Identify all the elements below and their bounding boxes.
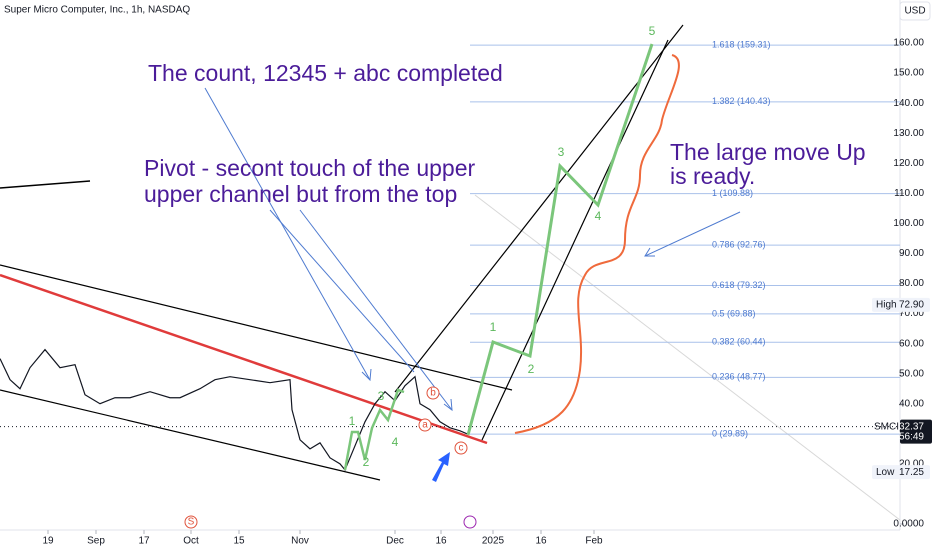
wave-label: 1 — [490, 320, 497, 334]
arrow-head — [361, 368, 372, 382]
annotation: The large move Up — [670, 139, 866, 165]
x-tick-label: Feb — [585, 536, 603, 547]
x-tick-label: Oct — [183, 536, 199, 547]
x-tick-label: 15 — [233, 536, 245, 547]
projection-curve — [514, 54, 680, 434]
red-trend-line — [0, 273, 488, 445]
wave-label: b — [430, 388, 436, 399]
x-tick-label: Sep — [87, 536, 105, 547]
currency[interactable]: USD — [904, 6, 925, 17]
y-tick-label: 80.00 — [899, 278, 924, 289]
high-marker-box — [872, 297, 930, 312]
fib-label: 0.618 (79.32) — [712, 280, 766, 290]
price-line — [0, 348, 468, 472]
fib-label: 0 (29.89) — [712, 429, 748, 439]
event-icon[interactable] — [463, 515, 477, 529]
y-tick-label: 140.00 — [893, 98, 924, 109]
wedge-upper — [394, 24, 684, 393]
wave-label: c — [459, 443, 464, 454]
low-marker-text: 17.25 — [899, 467, 924, 478]
wave-path — [343, 388, 405, 471]
arrow — [204, 87, 371, 381]
y-tick-label: 160.00 — [893, 38, 924, 49]
y-tick-label: 100.00 — [893, 218, 924, 229]
wave-circle — [426, 386, 440, 400]
y-tick-label: 130.00 — [893, 128, 924, 139]
arrow — [644, 211, 741, 257]
currency-box[interactable] — [899, 1, 931, 21]
wedge-lower — [481, 39, 669, 441]
wave-label: 2 — [363, 455, 370, 469]
y-tick-label: 110.00 — [894, 188, 924, 199]
wave-circle — [418, 418, 432, 432]
arrows — [204, 87, 741, 412]
y-tick-label: 120.00 — [893, 158, 924, 169]
x-tick-label: 2025 — [482, 536, 505, 547]
highlight-arrow — [432, 452, 450, 482]
y-tick-label: 90.00 — [899, 248, 924, 259]
x-tick-label: 16 — [435, 536, 447, 547]
wave-label: 3 — [558, 145, 565, 159]
wave-label: 4 — [392, 435, 399, 449]
fib-label: 0.786 (92.76) — [712, 240, 766, 250]
arrow-head — [443, 398, 453, 412]
annotation: The count, 12345 + abc completed — [148, 60, 503, 86]
arrow — [269, 209, 415, 373]
fib-label: 1 (109.88) — [712, 188, 753, 198]
y-tick-label: 50.00 — [899, 368, 924, 379]
wave-circle — [454, 441, 468, 455]
y-tick-label: 150.00 — [893, 68, 924, 79]
wave-label: 4 — [595, 209, 602, 223]
arrow-head — [644, 247, 655, 257]
low-marker-box — [872, 465, 930, 480]
event-icon[interactable] — [184, 515, 198, 529]
countdown-label: 56:49 — [899, 431, 924, 442]
y-tick-label: 0.0000 — [893, 519, 924, 530]
symbol-tag: SMCI — [874, 421, 899, 432]
annotation: Pivot - secont touch of the upper — [144, 155, 475, 181]
fib-label: 0.236 (48.77) — [712, 372, 766, 382]
channel-lower — [0, 389, 381, 481]
high-marker-text: High — [876, 299, 897, 310]
trend-line — [0, 180, 91, 189]
symbol-title: Super Micro Computer, Inc., 1h, NASDAQ — [4, 5, 190, 16]
x-tick-label: Dec — [386, 536, 404, 547]
x-tick-label: 17 — [138, 536, 150, 547]
y-tick-label: 70.00 — [899, 308, 924, 319]
fib-label: 0.382 (60.44) — [712, 337, 766, 347]
x-tick-label: 16 — [535, 536, 547, 547]
last-price-box — [900, 419, 932, 444]
event-label[interactable]: S — [188, 517, 195, 528]
annotation: is ready. — [670, 163, 755, 189]
wave-label: 3 — [378, 389, 385, 403]
arrow — [299, 209, 453, 411]
y-tick-label: 60.00 — [899, 338, 924, 349]
low-marker-text: Low — [876, 467, 895, 478]
wave-label: 1 — [349, 414, 356, 428]
wave-label: 5 — [649, 24, 656, 38]
high-marker-text: 72.90 — [899, 299, 924, 310]
last-price-label: 32.37 — [899, 421, 924, 432]
channel-upper — [0, 264, 513, 391]
wave-label: 2 — [528, 362, 535, 376]
fib-label: 1.618 (159.31) — [712, 39, 771, 49]
fib-label: 0.5 (69.88) — [712, 308, 756, 318]
projected-wave-path — [466, 43, 654, 436]
x-tick-label: Nov — [291, 536, 309, 547]
y-tick-label: 40.00 — [899, 398, 924, 409]
x-tick-label: 19 — [42, 536, 54, 547]
y-tick-label: 20.00 — [899, 459, 924, 470]
wave-label: a — [422, 420, 428, 431]
annotation: upper channel but from the top — [144, 181, 457, 207]
fib-label: 1.382 (140.43) — [712, 96, 771, 106]
